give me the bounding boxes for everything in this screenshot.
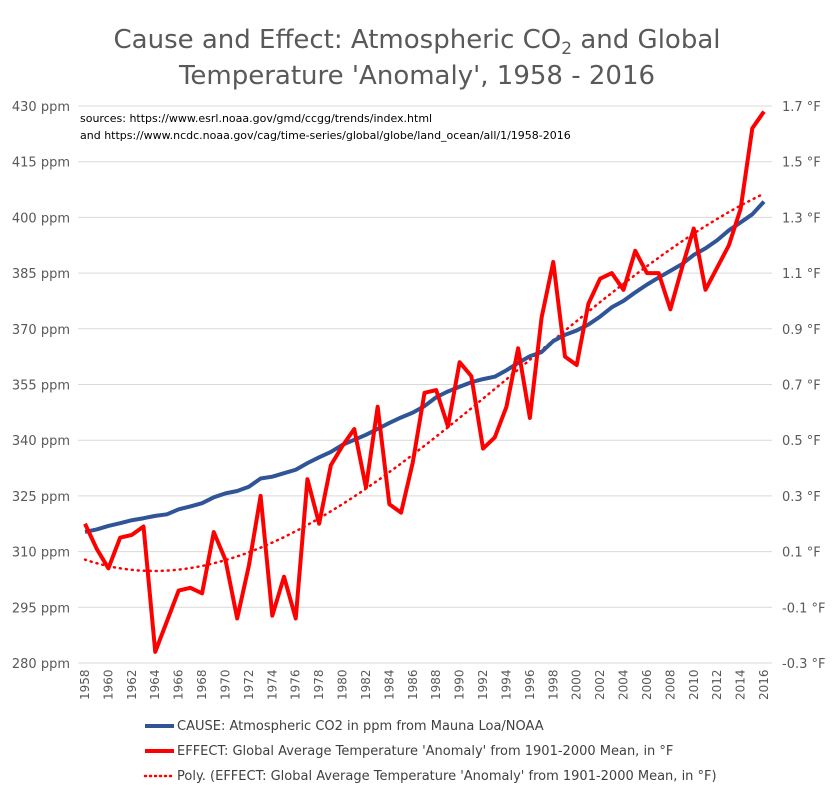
x-tick-label: 1984 [382, 669, 396, 700]
y-left-tick-label: 370 ppm [12, 323, 70, 338]
y-right-tick-label: 1.5 °F [782, 156, 821, 171]
series-temperature-line [83, 110, 766, 654]
chart-title-line1: Cause and Effect: Atmospheric CO2 and Gl… [114, 25, 721, 59]
x-tick-label: 1982 [359, 669, 373, 700]
x-tick-label: 1988 [429, 669, 443, 700]
x-tick-label: 2006 [640, 669, 654, 700]
chart-title-line2: Temperature 'Anomaly', 1958 - 2016 [178, 61, 655, 91]
plot-area [83, 110, 766, 654]
x-tick-label: 1960 [101, 669, 115, 700]
y-right-tick-label: 0.3 °F [782, 490, 821, 505]
y-right-tick-label: 0.1 °F [782, 546, 821, 561]
y-left-tick-label: 325 ppm [12, 490, 70, 505]
x-tick-label: 1978 [312, 669, 326, 700]
y-left-tick-label: 415 ppm [12, 156, 70, 171]
x-tick-label: 1972 [242, 669, 256, 700]
y-left-tick-label: 310 ppm [12, 546, 70, 561]
x-tick-label: 1980 [336, 669, 350, 700]
y-left-tick-label: 280 ppm [12, 657, 70, 672]
y-right-tick-label: -0.1 °F [782, 601, 825, 616]
y-left-tick-label: 340 ppm [12, 434, 70, 449]
y-right-tick-label: 1.1 °F [782, 267, 821, 282]
y-left-tick-label: 355 ppm [12, 379, 70, 394]
legend-label-2: Poly. (EFFECT: Global Average Temperatur… [177, 769, 717, 784]
y-right-tick-label: -0.3 °F [782, 657, 825, 672]
y-right-tick-label: 1.7 °F [782, 100, 821, 115]
x-tick-label: 1958 [78, 669, 92, 700]
x-tick-label: 2004 [617, 669, 631, 700]
x-tick-label: 2008 [663, 669, 677, 700]
x-tick-label: 2014 [734, 669, 748, 700]
x-tick-label: 1990 [453, 669, 467, 700]
gridlines [78, 105, 772, 664]
x-tick-label: 2010 [687, 669, 701, 700]
x-tick-label: 1986 [406, 669, 420, 700]
x-tick-label: 2000 [570, 669, 584, 700]
title-subscript: 2 [561, 39, 572, 59]
series-trendline [83, 192, 766, 573]
y-left-tick-label: 295 ppm [12, 601, 70, 616]
legend: CAUSE: Atmospheric CO2 in ppm from Mauna… [143, 719, 717, 784]
x-tick-label: 1966 [172, 669, 186, 700]
x-tick-label: 1996 [523, 669, 537, 700]
x-tick-label: 1998 [546, 669, 560, 700]
x-tick-label: 2002 [593, 669, 607, 700]
y-right-tick-label: 0.5 °F [782, 434, 821, 449]
x-tick-label: 1970 [218, 669, 232, 700]
y-left-tick-label: 430 ppm [12, 100, 70, 115]
y-left-tick-label: 400 ppm [12, 211, 70, 226]
y-left-tick-label: 385 ppm [12, 267, 70, 282]
x-tick-label: 1968 [195, 669, 209, 700]
y-right-tick-label: 1.3 °F [782, 211, 821, 226]
x-tick-label: 1992 [476, 669, 490, 700]
y-right-tick-label: 0.9 °F [782, 323, 821, 338]
x-tick-label: 1964 [148, 669, 162, 700]
x-tick-label: 2012 [710, 669, 724, 700]
axis-labels: 280 ppm -0.3 °F 295 ppm -0.1 °F 310 ppm 0.1 °… [12, 100, 826, 700]
x-tick-label: 1994 [499, 669, 513, 700]
legend-label-1: EFFECT: Global Average Temperature 'Anom… [177, 744, 673, 759]
y-right-tick-label: 0.7 °F [782, 379, 821, 394]
x-tick-label: 1962 [125, 669, 139, 700]
sources-line2: and https://www.ncdc.noaa.gov/cag/time-s… [80, 129, 571, 142]
legend-label-0: CAUSE: Atmospheric CO2 in ppm from Mauna… [177, 719, 544, 734]
x-tick-label: 2016 [757, 669, 771, 700]
x-tick-label: 1974 [265, 669, 279, 700]
sources-line1: sources: https://www.esrl.noaa.gov/gmd/c… [80, 112, 432, 125]
x-tick-label: 1976 [289, 669, 303, 700]
series-co2-line [84, 200, 766, 534]
